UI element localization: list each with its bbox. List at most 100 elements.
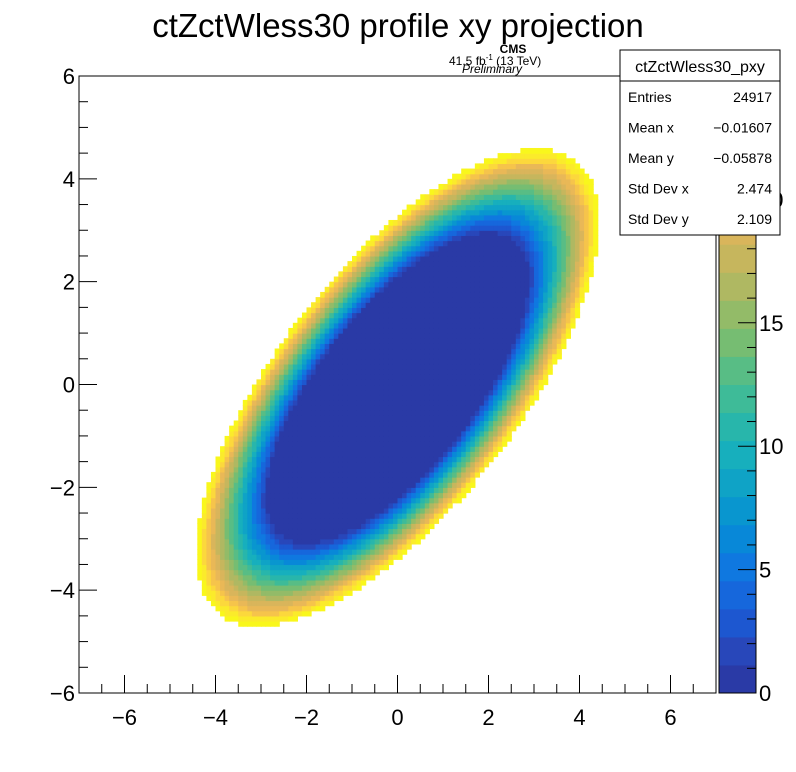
heatmap-cell [534,209,540,216]
heatmap-cell [329,379,335,386]
heatmap-cell [433,441,440,447]
heatmap-cell [420,451,426,458]
heatmap-cell [383,446,389,452]
heatmap-cell [365,271,371,278]
heatmap-cell [574,204,581,211]
heatmap-cell [270,487,276,494]
heatmap-cell [379,374,385,380]
heatmap-cell [320,369,326,375]
heatmap-cell [452,225,458,231]
heatmap-cell [584,225,590,231]
heatmap-cell [283,456,289,463]
heatmap-cell [474,250,480,257]
heatmap-cell [452,482,458,488]
heatmap-cell [210,528,217,535]
heatmap-cell [388,348,394,355]
heatmap-cell [406,322,412,329]
heatmap-cell [529,338,535,344]
heatmap-cell [415,261,421,267]
heatmap-cell [438,261,444,267]
heatmap-cell [352,281,358,288]
heatmap-cell [515,214,521,221]
heatmap-cell [497,399,503,406]
heatmap-cell [265,369,271,375]
heatmap-cell [274,420,280,427]
heatmap-cell [256,595,262,602]
heatmap-cell [511,271,517,278]
heatmap-cell [420,261,426,267]
heatmap-cell [429,451,435,458]
heatmap-cell [338,271,344,278]
heatmap-cell [242,487,248,494]
heatmap-cell [470,240,476,247]
heatmap-cell [347,466,353,473]
heatmap-cell [524,235,531,242]
heatmap-cell [320,297,326,303]
heatmap-cell [392,497,399,504]
heatmap-cell [515,389,521,396]
heatmap-cell [520,240,526,247]
heatmap-cell [256,399,262,406]
heatmap-cell [361,266,367,272]
heatmap-cell [511,394,517,401]
heatmap-cell [561,281,567,288]
heatmap-cell [306,410,312,416]
heatmap-cell [543,168,549,175]
heatmap-cell [301,363,308,370]
heatmap-cell [443,502,449,509]
heatmap-cell [379,549,385,555]
heatmap-cell [288,492,294,499]
heatmap-cell [456,461,462,468]
heatmap-cell [483,235,490,242]
heatmap-cell [274,554,280,560]
heatmap-cell [497,199,503,206]
heatmap-cell [288,569,294,576]
heatmap-cell [552,163,558,170]
heatmap-cell [361,435,367,442]
heatmap-cell [443,507,449,514]
heatmap-cell [247,554,253,560]
heatmap-cell [529,230,535,236]
heatmap-cell [297,492,303,499]
heatmap-cell [238,456,244,463]
heatmap-cell [215,492,221,499]
heatmap-cell [283,466,289,473]
heatmap-cell [424,430,430,437]
heatmap-cell [406,209,412,216]
heatmap-cell [338,425,344,432]
heatmap-cell [242,621,248,627]
heatmap-cell [379,430,385,437]
heatmap-cell [570,271,576,278]
heatmap-cell [438,245,444,252]
heatmap-cell [488,163,494,170]
heatmap-cell [443,194,449,200]
heatmap-cell [552,250,558,257]
heatmap-cell [297,394,303,401]
heatmap-cell [452,389,458,396]
heatmap-cell [443,492,449,499]
heatmap-cell [461,209,467,216]
heatmap-cell [452,322,458,329]
heatmap-cell [374,302,380,308]
heatmap-cell [270,374,276,380]
heatmap-cell [579,194,585,200]
heatmap-cell [379,281,385,288]
heatmap-cell [261,394,267,401]
heatmap-cell [279,502,285,509]
heatmap-cell [443,487,449,494]
heatmap-cell [511,348,517,355]
heatmap-cell [292,564,298,571]
heatmap-cell [443,399,449,406]
heatmap-cell [497,369,503,375]
heatmap-cell [306,466,312,473]
heatmap-cell [338,585,344,591]
heatmap-cell [415,369,421,375]
heatmap-cell [279,507,285,514]
heatmap-cell [251,497,258,504]
heatmap-cell [324,569,330,576]
heatmap-cell [429,261,435,267]
heatmap-cell [251,420,258,427]
heatmap-cell [479,219,485,226]
heatmap-cell [570,189,576,195]
heatmap-cell [392,528,399,535]
